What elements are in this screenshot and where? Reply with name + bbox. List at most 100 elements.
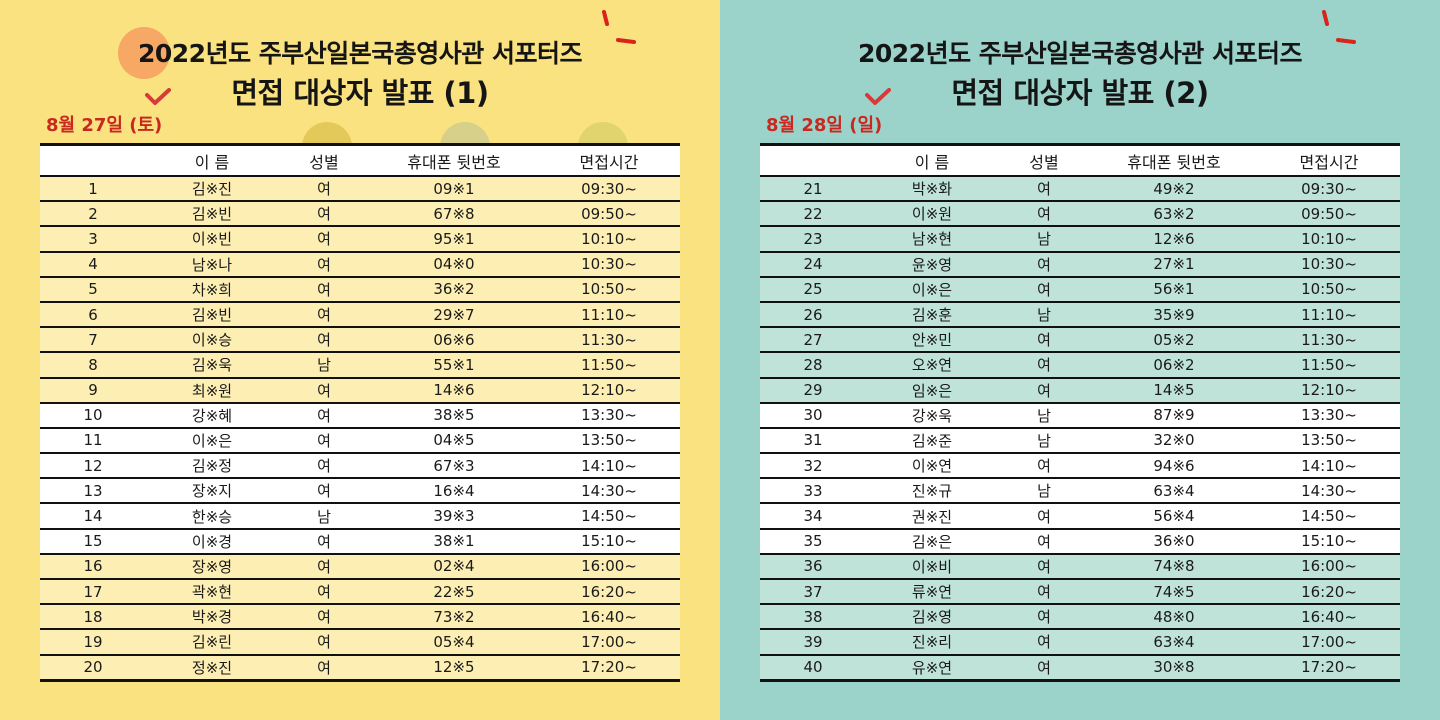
- gender: 여: [998, 251, 1090, 278]
- row-number: 5: [40, 276, 146, 303]
- row-number: 25: [760, 276, 866, 303]
- gender: 여: [998, 327, 1090, 354]
- phone-last-digits: 95※1: [370, 226, 538, 253]
- interview-time: 10:10~: [1258, 226, 1400, 253]
- phone-last-digits: 55※1: [370, 352, 538, 379]
- gender: 여: [278, 402, 370, 429]
- interview-time: 17:00~: [1258, 629, 1400, 656]
- announcement-panel-day1: 2022년도 주부산일본국총영사관 서포터즈 면접 대상자 발표 (1) 8월 …: [0, 0, 720, 720]
- phone-last-digits: 39※3: [370, 503, 538, 530]
- table-row: 3 이※빈 여 95※1 10:10~: [40, 226, 680, 253]
- table-row: 40 유※연 여 30※8 17:20~: [760, 654, 1400, 682]
- applicant-name: 강※혜: [146, 402, 278, 429]
- gender: 여: [278, 427, 370, 455]
- interview-schedule-table: 이 름 성별 휴대폰 뒷번호 면접시간 21 박※화 여 49※2 09:30~ 22 이※…: [760, 143, 1400, 682]
- phone-last-digits: 02※4: [370, 553, 538, 581]
- interview-time: 09:50~: [538, 201, 680, 228]
- table-row: 30 강※욱 남 87※9 13:30~: [760, 402, 1400, 429]
- phone-last-digits: 04※0: [370, 251, 538, 278]
- row-number: 26: [760, 301, 866, 329]
- interview-time: 09:30~: [538, 176, 680, 203]
- row-number: 31: [760, 427, 866, 455]
- row-number: 12: [40, 453, 146, 480]
- table-row: 9 최※원 여 14※6 12:10~: [40, 377, 680, 404]
- applicant-name: 오※연: [866, 352, 998, 379]
- applicant-name: 이※경: [146, 528, 278, 555]
- row-number: 36: [760, 553, 866, 581]
- table-row: 6 김※빈 여 29※7 11:10~: [40, 301, 680, 329]
- row-number: 2: [40, 201, 146, 228]
- interview-time: 10:50~: [1258, 276, 1400, 303]
- interview-time: 13:30~: [1258, 402, 1400, 429]
- gender: 남: [998, 402, 1090, 429]
- sparkle-icon: [1322, 10, 1356, 44]
- phone-last-digits: 67※8: [370, 201, 538, 228]
- phone-last-digits: 12※5: [370, 654, 538, 682]
- table-row: 22 이※원 여 63※2 09:50~: [760, 201, 1400, 228]
- table-row: 14 한※승 남 39※3 14:50~: [40, 503, 680, 530]
- applicant-name: 강※욱: [866, 402, 998, 429]
- table-row: 21 박※화 여 49※2 09:30~: [760, 176, 1400, 203]
- column-header-name: 이 름: [866, 143, 998, 177]
- row-number: 3: [40, 226, 146, 253]
- phone-last-digits: 05※2: [1090, 327, 1258, 354]
- phone-last-digits: 04※5: [370, 427, 538, 455]
- applicant-name: 김※린: [146, 629, 278, 656]
- panel-title-line2: 면접 대상자 발표 (1): [231, 76, 489, 110]
- interview-time: 17:20~: [1258, 654, 1400, 682]
- interview-time: 14:30~: [1258, 478, 1400, 505]
- gender: 여: [278, 654, 370, 682]
- row-number: 20: [40, 654, 146, 682]
- gender: 여: [278, 604, 370, 631]
- interview-time: 15:10~: [538, 528, 680, 555]
- row-number: 29: [760, 377, 866, 404]
- applicant-name: 이※은: [866, 276, 998, 303]
- phone-last-digits: 14※6: [370, 377, 538, 404]
- interview-time: 11:50~: [1258, 352, 1400, 379]
- table-row: 27 안※민 여 05※2 11:30~: [760, 327, 1400, 354]
- interview-time: 11:10~: [538, 301, 680, 329]
- applicant-name: 김※훈: [866, 301, 998, 329]
- row-number: 15: [40, 528, 146, 555]
- gender: 여: [278, 176, 370, 203]
- interview-time: 11:30~: [538, 327, 680, 354]
- row-number: 23: [760, 226, 866, 253]
- gender: 여: [278, 553, 370, 581]
- applicant-name: 최※원: [146, 377, 278, 404]
- decor-circle: [118, 27, 170, 79]
- applicant-name: 이※원: [866, 201, 998, 228]
- applicant-name: 남※현: [866, 226, 998, 253]
- gender: 여: [278, 579, 370, 606]
- row-number: 11: [40, 427, 146, 455]
- row-number: 13: [40, 478, 146, 505]
- table-row: 12 김※정 여 67※3 14:10~: [40, 453, 680, 480]
- phone-last-digits: 74※8: [1090, 553, 1258, 581]
- gender: 여: [998, 604, 1090, 631]
- table-row: 4 남※나 여 04※0 10:30~: [40, 251, 680, 278]
- interview-date: 8월 28일 (일): [766, 115, 883, 136]
- applicant-name: 이※비: [866, 553, 998, 581]
- gender: 여: [278, 201, 370, 228]
- applicant-name: 이※빈: [146, 226, 278, 253]
- column-header-phone: 휴대폰 뒷번호: [1090, 143, 1258, 177]
- row-number: 27: [760, 327, 866, 354]
- phone-last-digits: 74※5: [1090, 579, 1258, 606]
- column-header-number: [40, 143, 146, 177]
- gender: 여: [278, 377, 370, 404]
- gender: 여: [998, 352, 1090, 379]
- table-row: 16 장※영 여 02※4 16:00~: [40, 553, 680, 581]
- gender: 여: [278, 629, 370, 656]
- row-number: 19: [40, 629, 146, 656]
- row-number: 1: [40, 176, 146, 203]
- applicant-name: 김※정: [146, 453, 278, 480]
- interview-time: 17:00~: [538, 629, 680, 656]
- phone-last-digits: 09※1: [370, 176, 538, 203]
- table-row: 23 남※현 남 12※6 10:10~: [760, 226, 1400, 253]
- applicant-name: 박※경: [146, 604, 278, 631]
- interview-time: 11:30~: [1258, 327, 1400, 354]
- applicant-name: 김※진: [146, 176, 278, 203]
- row-number: 10: [40, 402, 146, 429]
- interview-time: 10:50~: [538, 276, 680, 303]
- phone-last-digits: 94※6: [1090, 453, 1258, 480]
- phone-last-digits: 06※6: [370, 327, 538, 354]
